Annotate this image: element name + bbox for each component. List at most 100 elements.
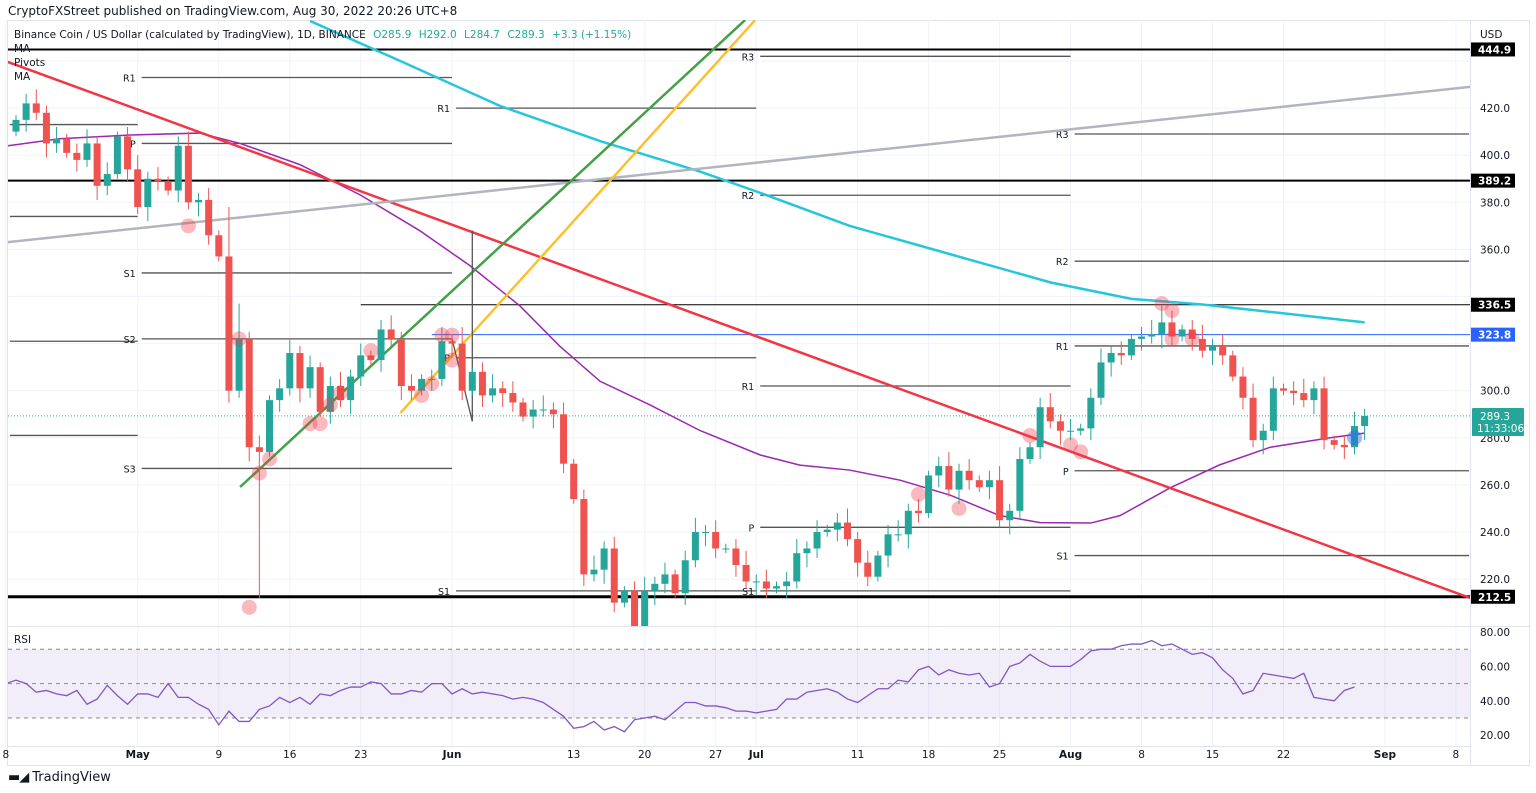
- time-tick-label: 27: [709, 749, 722, 761]
- candle: [894, 520, 902, 542]
- candle: [1198, 324, 1206, 358]
- candle-body: [904, 510, 912, 535]
- candle: [1036, 397, 1044, 459]
- symbol-legend[interactable]: Binance Coin / US Dollar (calculated by …: [14, 29, 631, 41]
- candle: [357, 343, 365, 386]
- candle-body: [1209, 345, 1217, 351]
- candle-body: [712, 532, 720, 549]
- candle: [965, 458, 973, 490]
- candle-body: [1229, 355, 1237, 377]
- candle-body: [276, 388, 284, 401]
- candle: [468, 367, 476, 396]
- level-price-tag: [1471, 327, 1515, 342]
- candle: [519, 397, 527, 422]
- candle: [458, 327, 466, 401]
- price-pane[interactable]: R1PS1S2S3R1PS1R3R2R1PS1R3R2R1PS1: [6, 20, 1470, 638]
- candle: [22, 93, 30, 132]
- candle: [833, 513, 841, 542]
- time-tick-label: Jun: [442, 749, 462, 761]
- candle: [641, 576, 649, 626]
- candle: [53, 126, 61, 153]
- candle: [103, 162, 111, 196]
- candle-body: [1168, 322, 1176, 337]
- candle-body: [925, 475, 933, 514]
- current-touch-marker: [1346, 430, 1362, 446]
- candle: [539, 395, 547, 417]
- candle-body: [773, 586, 780, 589]
- indicator-legend-ma[interactable]: MA: [14, 43, 31, 55]
- candle-body: [742, 564, 750, 582]
- candle: [712, 520, 720, 558]
- candle-body: [377, 329, 385, 361]
- candle-body: [245, 338, 253, 448]
- candle: [813, 520, 821, 558]
- candle-body: [195, 199, 203, 203]
- level-price-tag: [1471, 589, 1515, 604]
- candle-body: [1127, 338, 1135, 356]
- time-tick-label: 8: [1453, 749, 1460, 761]
- pivot-label: P: [130, 139, 136, 150]
- candle-body: [387, 329, 395, 339]
- candle: [1330, 435, 1338, 450]
- candle: [914, 499, 922, 523]
- touch-marker: [1063, 437, 1079, 453]
- candle-body: [154, 178, 162, 182]
- candle: [1239, 367, 1247, 410]
- candle: [631, 581, 639, 626]
- candle: [1077, 423, 1085, 436]
- candle-body: [286, 353, 294, 389]
- candle-body: [1178, 329, 1186, 337]
- candle: [843, 508, 851, 547]
- candle: [134, 155, 142, 215]
- candle: [1350, 411, 1358, 455]
- candle: [509, 381, 517, 412]
- candle-body: [73, 152, 81, 160]
- candle: [722, 543, 730, 554]
- candle: [438, 327, 446, 386]
- candle: [620, 586, 628, 608]
- candle-body: [1056, 421, 1064, 431]
- candle: [428, 369, 436, 391]
- ohlc-open: O285.9: [373, 29, 412, 41]
- candle: [1229, 350, 1237, 382]
- candle-body: [205, 199, 213, 236]
- candle: [448, 334, 456, 358]
- indicator-legend-ma-2[interactable]: MA: [14, 71, 31, 83]
- candle: [164, 176, 172, 196]
- candle: [955, 463, 963, 504]
- tradingview-logo[interactable]: ▬◢ TradingView: [8, 770, 111, 785]
- candle: [1056, 414, 1064, 445]
- candle-body: [1330, 440, 1338, 445]
- candle: [1280, 383, 1287, 396]
- rsi-pane[interactable]: [6, 639, 1470, 733]
- candle-body: [1148, 334, 1156, 337]
- currency-label: USD: [1480, 29, 1502, 41]
- price-tick-label: 260.0: [1480, 480, 1510, 492]
- candle: [529, 400, 537, 429]
- candle: [691, 517, 699, 568]
- pivot-label: S2: [124, 335, 136, 346]
- rsi-line: [8, 639, 1355, 733]
- candle-body: [53, 138, 61, 144]
- pivot-label: R2: [742, 191, 755, 202]
- candle: [266, 395, 273, 457]
- indicator-legend-pivots[interactable]: Pivots: [14, 57, 46, 69]
- candle: [793, 539, 801, 589]
- candle-body: [864, 562, 872, 577]
- candle: [1168, 310, 1176, 346]
- candle: [205, 188, 213, 245]
- ma200-line: [309, 20, 1365, 324]
- pivot-label: R1: [123, 73, 136, 84]
- candle-body: [1310, 388, 1318, 401]
- candle: [1209, 338, 1217, 365]
- candle: [499, 381, 507, 408]
- candle-body: [1259, 430, 1267, 441]
- rsi-tick-label: 20.00: [1480, 730, 1510, 742]
- touch-marker: [322, 397, 338, 413]
- brand-name: TradingView: [32, 770, 111, 785]
- candle: [296, 345, 304, 403]
- candle-body: [610, 548, 618, 603]
- candle-body: [1026, 447, 1034, 459]
- pivot-label: S3: [124, 464, 136, 475]
